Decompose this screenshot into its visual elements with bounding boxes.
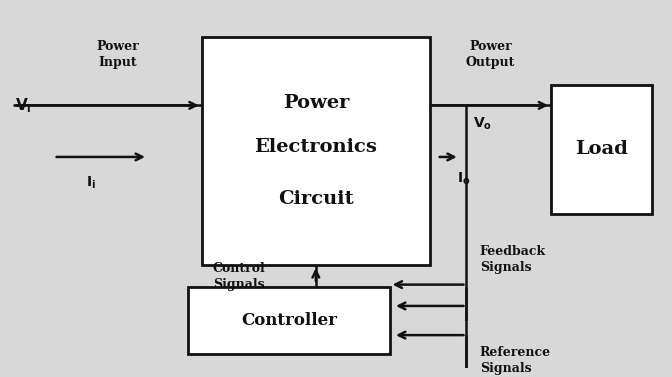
Text: $\mathbf{I_i}$: $\mathbf{I_i}$ <box>86 175 95 191</box>
Text: Circuit: Circuit <box>278 190 353 208</box>
Text: Power
Input: Power Input <box>96 40 139 69</box>
Text: Power
Output: Power Output <box>466 40 515 69</box>
Bar <box>202 37 430 265</box>
Text: $\mathbf{V_o}$: $\mathbf{V_o}$ <box>473 116 492 132</box>
Text: Control
Signals: Control Signals <box>212 262 265 291</box>
Text: Controller: Controller <box>241 312 337 329</box>
Text: $\mathbf{V_i}$: $\mathbf{V_i}$ <box>15 96 32 115</box>
Text: Feedback
Signals: Feedback Signals <box>480 245 546 274</box>
Bar <box>188 287 390 354</box>
Text: $\mathbf{I_o}$: $\mathbf{I_o}$ <box>457 171 470 187</box>
Text: Load: Load <box>575 140 628 158</box>
Text: Electronics: Electronics <box>255 138 377 156</box>
Text: Power: Power <box>283 94 349 112</box>
Bar <box>551 85 652 214</box>
Text: Reference
Signals: Reference Signals <box>480 346 551 375</box>
